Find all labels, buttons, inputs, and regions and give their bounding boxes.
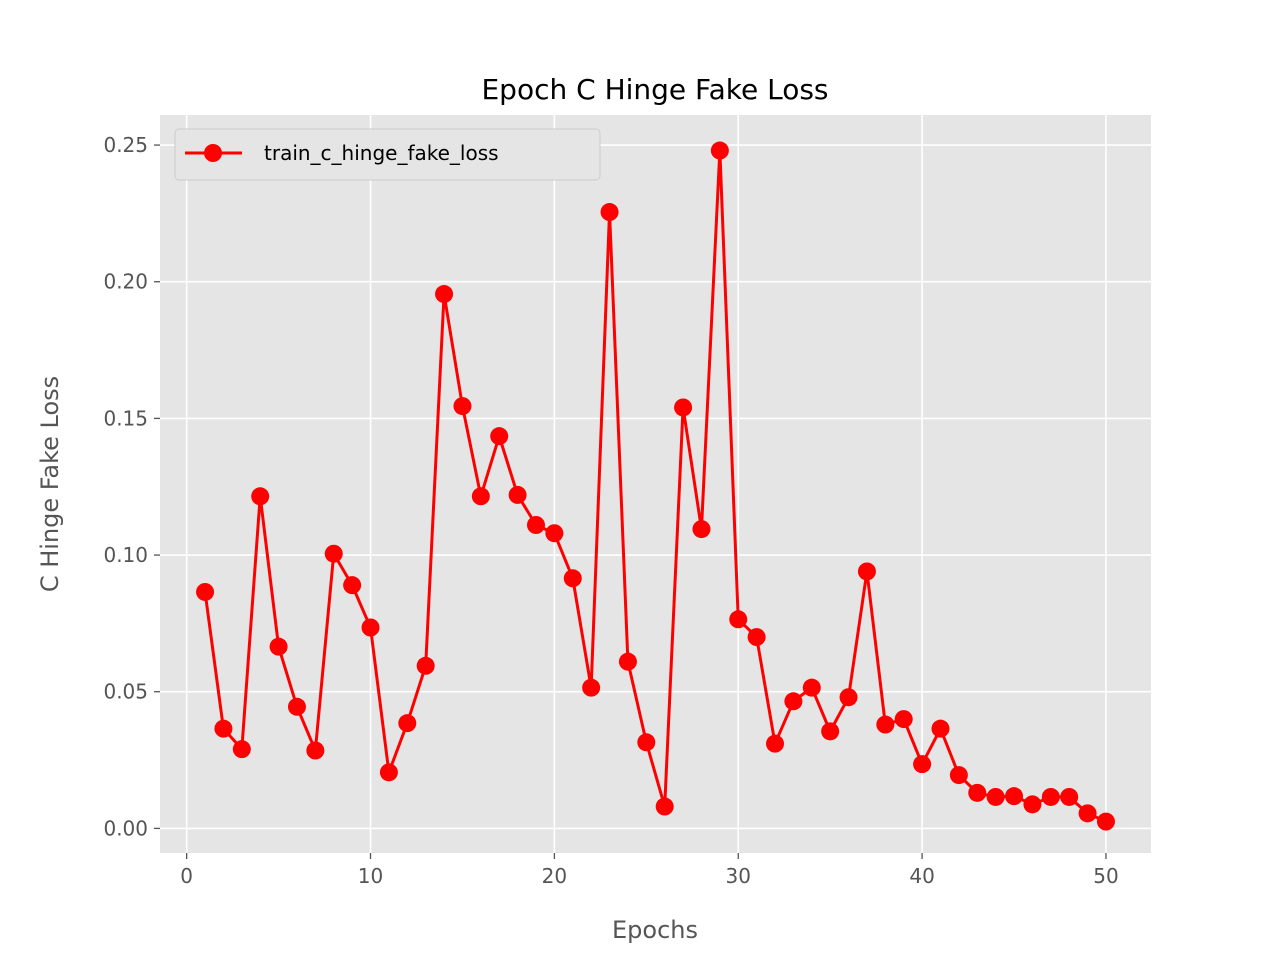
data-point <box>637 733 656 752</box>
data-point <box>931 719 950 738</box>
data-point <box>710 141 729 160</box>
x-tick-label: 20 <box>542 864 567 888</box>
x-tick-label: 50 <box>1093 864 1118 888</box>
data-point <box>968 783 987 802</box>
data-point <box>655 797 674 816</box>
data-point <box>269 637 288 656</box>
data-point <box>416 656 435 675</box>
x-axis-label: Epochs <box>612 916 698 944</box>
data-point <box>986 787 1005 806</box>
data-point <box>251 487 270 506</box>
data-point <box>582 678 601 697</box>
data-point <box>490 427 509 446</box>
data-point <box>563 569 582 588</box>
data-point <box>471 487 490 506</box>
data-point <box>526 516 545 534</box>
x-tick-label: 10 <box>358 864 383 888</box>
y-tick-label: 0.20 <box>103 270 148 294</box>
data-point <box>453 397 472 416</box>
data-point <box>674 398 693 417</box>
data-point <box>802 678 821 697</box>
data-point <box>600 203 619 222</box>
data-point <box>379 763 398 782</box>
legend-circle-marker <box>204 144 222 162</box>
y-tick-label: 0.15 <box>103 406 148 430</box>
data-point <box>784 692 803 711</box>
axis-ticks: 0 10 20 30 40 50 0.00 0.05 0.10 0.15 0.20 0.25 <box>103 133 1118 888</box>
x-tick-label: 40 <box>909 864 934 888</box>
data-point <box>361 618 380 637</box>
y-axis-label: C Hinge Fake Loss <box>36 376 64 592</box>
legend: train_c_hinge_fake_loss <box>174 128 601 181</box>
x-tick-label: 0 <box>180 864 193 888</box>
y-tick-label: 0.10 <box>103 543 148 567</box>
data-point <box>324 544 343 563</box>
data-point <box>343 576 362 595</box>
data-point <box>821 722 840 741</box>
chart-title: Epoch C Hinge Fake Loss <box>481 73 828 106</box>
data-point <box>1005 787 1024 806</box>
data-point <box>1023 795 1042 814</box>
data-point <box>1096 812 1115 831</box>
data-point <box>747 628 766 647</box>
y-tick-label: 0.00 <box>103 816 148 840</box>
data-point <box>306 741 325 760</box>
data-point <box>398 714 417 733</box>
data-point <box>287 697 306 716</box>
data-point <box>1060 787 1079 806</box>
y-tick-label: 0.05 <box>103 680 148 704</box>
legend-box <box>174 128 601 181</box>
data-point <box>196 582 215 601</box>
data-point <box>729 610 748 629</box>
data-point <box>766 734 785 753</box>
data-point <box>1078 804 1097 823</box>
data-point <box>214 719 233 738</box>
data-point <box>876 715 895 734</box>
data-point <box>1041 787 1060 806</box>
data-point <box>894 710 913 729</box>
data-point <box>692 520 711 539</box>
data-point <box>913 755 932 774</box>
data-point <box>508 485 527 504</box>
data-point <box>839 688 858 707</box>
x-tick-label: 30 <box>726 864 751 888</box>
plot-background <box>160 115 1151 853</box>
data-point <box>545 524 564 543</box>
legend-series-label: train_c_hinge_fake_loss <box>264 141 499 165</box>
data-point <box>857 562 876 581</box>
y-tick-label: 0.25 <box>103 133 148 157</box>
data-point <box>618 652 637 671</box>
data-point <box>949 766 968 785</box>
data-point <box>232 740 251 759</box>
data-point <box>435 285 454 304</box>
series-layer <box>196 141 1115 831</box>
